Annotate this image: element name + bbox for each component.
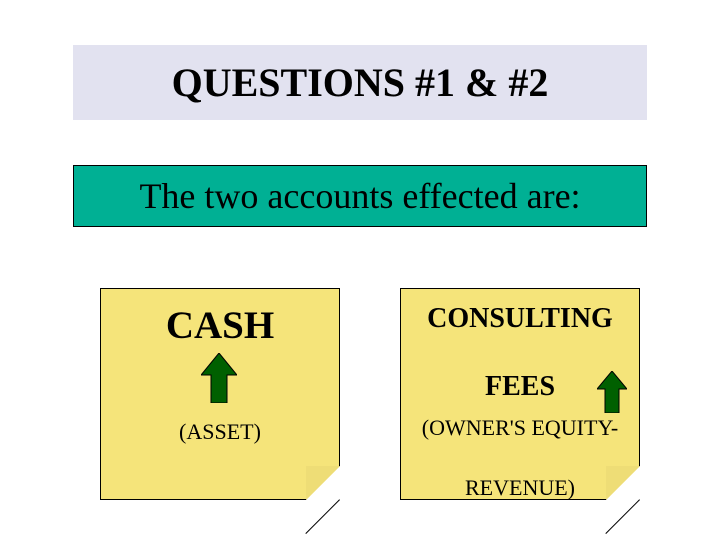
consulting-category-1: (OWNER'S EQUITY- — [401, 415, 639, 440]
up-arrow-icon — [597, 371, 627, 418]
page-curl-icon — [606, 466, 640, 500]
cash-category: (ASSET) — [101, 419, 339, 445]
subtitle-text: The two accounts effected are: — [139, 175, 580, 217]
consulting-heading-1: CONSULTING — [401, 303, 639, 335]
page-curl-icon — [306, 466, 340, 500]
title-text: QUESTIONS #1 & #2 — [172, 59, 549, 106]
title-banner: QUESTIONS #1 & #2 — [73, 45, 647, 120]
consulting-category-2: REVENUE) — [401, 475, 639, 501]
owner-equity-label: (OWNER'S EQUITY- — [422, 415, 618, 440]
sticky-note-consulting: CONSULTING FEES (OWNER'S EQUITY- REVENUE… — [400, 288, 640, 500]
subtitle-banner: The two accounts effected are: — [73, 165, 647, 227]
up-arrow-icon — [201, 353, 237, 408]
cash-heading: CASH — [101, 303, 339, 348]
sticky-note-cash: CASH (ASSET) — [100, 288, 340, 500]
